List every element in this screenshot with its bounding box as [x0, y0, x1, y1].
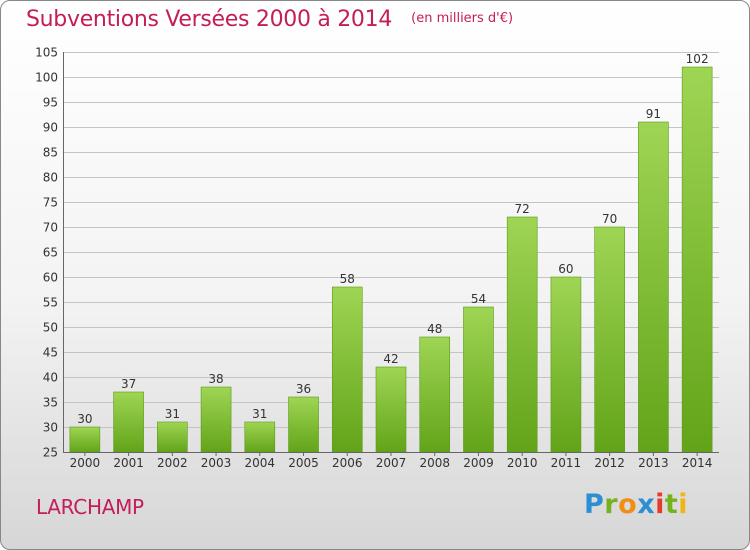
bar-value-label: 58	[340, 272, 355, 286]
x-tick-label: 2001	[113, 456, 144, 470]
bar	[419, 336, 451, 453]
bar	[244, 421, 276, 453]
title-row: Subventions Versées 2000 à 2014 (en mill…	[26, 7, 513, 32]
bar	[375, 366, 407, 453]
x-tick-label: 2010	[507, 456, 538, 470]
x-tick-label: 2008	[419, 456, 450, 470]
y-tick-label: 25	[43, 446, 58, 460]
x-tick-label: 2014	[682, 456, 713, 470]
x-tick-label: 2007	[376, 456, 407, 470]
bar-value-label: 54	[471, 292, 486, 306]
x-tick-label: 2005	[288, 456, 319, 470]
bar	[157, 421, 188, 453]
y-tick-label: 95	[43, 96, 58, 110]
bar-value-label: 42	[383, 352, 398, 366]
chart-subtitle: (en milliers d'€)	[411, 11, 514, 26]
x-tick-label: 2003	[201, 456, 232, 470]
bar	[288, 396, 319, 453]
bar	[550, 276, 582, 453]
y-tick-label: 65	[43, 246, 58, 260]
bar	[113, 391, 144, 453]
y-tick-label: 45	[43, 346, 58, 360]
x-tick-label: 2013	[638, 456, 669, 470]
bar-value-label: 60	[558, 262, 573, 276]
bar-value-label: 37	[121, 377, 136, 391]
bar	[331, 286, 363, 453]
x-tick-label: 2004	[245, 456, 276, 470]
bar	[463, 306, 494, 453]
bar-value-label: 31	[165, 407, 180, 421]
bar-value-label: 38	[208, 372, 223, 386]
y-tick-label: 55	[43, 296, 58, 310]
y-tick-label: 40	[43, 371, 58, 385]
x-tick-label: 2000	[70, 456, 101, 470]
x-tick-label: 2012	[594, 456, 625, 470]
bar-value-label: 70	[602, 212, 617, 226]
bar-value-label: 36	[296, 382, 311, 396]
bar-value-label: 91	[646, 107, 661, 121]
y-tick-label: 60	[43, 271, 58, 285]
y-tick-label: 75	[43, 196, 58, 210]
bar	[69, 426, 101, 453]
axes: 25 30 35 40 45 50 55 60 65 70 75 80 85 90 95 100 105 2000…	[35, 46, 719, 470]
y-tick-label: 30	[43, 421, 58, 435]
y-tick-label: 50	[43, 321, 58, 335]
bar-value-label: 30	[77, 412, 92, 426]
bar-value-label: 102	[686, 52, 709, 66]
bar	[200, 386, 232, 453]
x-tick-label: 2002	[157, 456, 188, 470]
y-tick-label: 90	[43, 121, 58, 135]
bar	[594, 226, 625, 453]
bar-value-label: 72	[515, 202, 530, 216]
bar	[638, 121, 669, 453]
x-tick-label: 2009	[463, 456, 494, 470]
y-tick-label: 105	[35, 46, 58, 60]
y-tick-label: 80	[43, 171, 58, 185]
bar	[506, 216, 538, 453]
x-tick-label: 2006	[332, 456, 363, 470]
bar-value-label: 48	[427, 322, 442, 336]
y-tick-label: 70	[43, 221, 58, 235]
y-tick-label: 35	[43, 396, 58, 410]
commune-name: LARCHAMP	[36, 495, 144, 519]
bar-value-label: 31	[252, 407, 267, 421]
bar	[681, 66, 713, 453]
proxiti-logo[interactable]: Proxiti	[584, 489, 689, 520]
y-tick-label: 85	[43, 146, 58, 160]
x-tick-label: 2011	[551, 456, 582, 470]
chart-title: Subventions Versées 2000 à 2014	[26, 7, 393, 32]
bars: 30 37 31 38 31 36 58 42 48 54 72 60 70 91 102	[69, 52, 713, 453]
y-tick-label: 100	[35, 71, 58, 85]
